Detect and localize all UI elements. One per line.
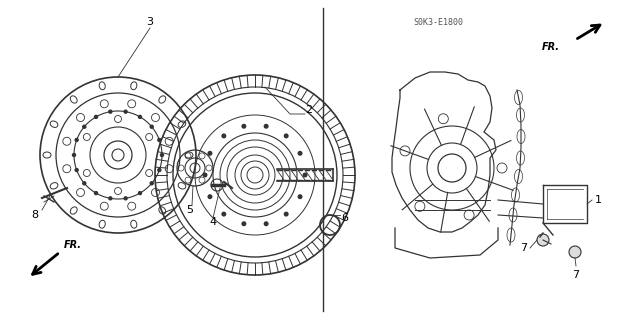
Circle shape [303, 173, 307, 177]
Circle shape [75, 168, 78, 172]
Text: 7: 7 [572, 270, 580, 280]
Text: S0K3-E1800: S0K3-E1800 [413, 18, 463, 27]
Circle shape [298, 151, 303, 156]
Circle shape [109, 197, 112, 200]
Text: FR.: FR. [542, 42, 560, 52]
Text: 4: 4 [209, 217, 216, 227]
Circle shape [207, 151, 212, 156]
Circle shape [298, 194, 303, 199]
Text: 8: 8 [31, 210, 38, 220]
Circle shape [241, 221, 246, 226]
Text: 3: 3 [147, 17, 154, 27]
Text: 6: 6 [341, 213, 348, 223]
Circle shape [150, 182, 153, 185]
Circle shape [83, 182, 86, 185]
Circle shape [150, 125, 153, 128]
Circle shape [569, 246, 581, 258]
Circle shape [284, 211, 289, 217]
Circle shape [95, 192, 97, 195]
Circle shape [124, 197, 127, 200]
Circle shape [138, 115, 141, 118]
Circle shape [124, 110, 127, 113]
Circle shape [207, 194, 212, 199]
Circle shape [72, 153, 76, 157]
Circle shape [284, 133, 289, 138]
Circle shape [75, 138, 78, 141]
Circle shape [537, 234, 549, 246]
Text: 7: 7 [520, 243, 527, 253]
Circle shape [241, 124, 246, 129]
Text: 1: 1 [595, 195, 602, 205]
Circle shape [158, 168, 161, 172]
Circle shape [138, 192, 141, 195]
Circle shape [264, 124, 269, 129]
Text: 5: 5 [186, 205, 193, 215]
Circle shape [158, 138, 161, 141]
Circle shape [83, 125, 86, 128]
Circle shape [161, 153, 163, 157]
Text: FR.: FR. [64, 240, 82, 250]
Circle shape [202, 173, 207, 177]
Circle shape [95, 115, 97, 118]
Circle shape [221, 211, 227, 217]
Text: 2: 2 [305, 105, 312, 115]
Circle shape [264, 221, 269, 226]
Circle shape [109, 110, 112, 113]
Circle shape [221, 133, 227, 138]
